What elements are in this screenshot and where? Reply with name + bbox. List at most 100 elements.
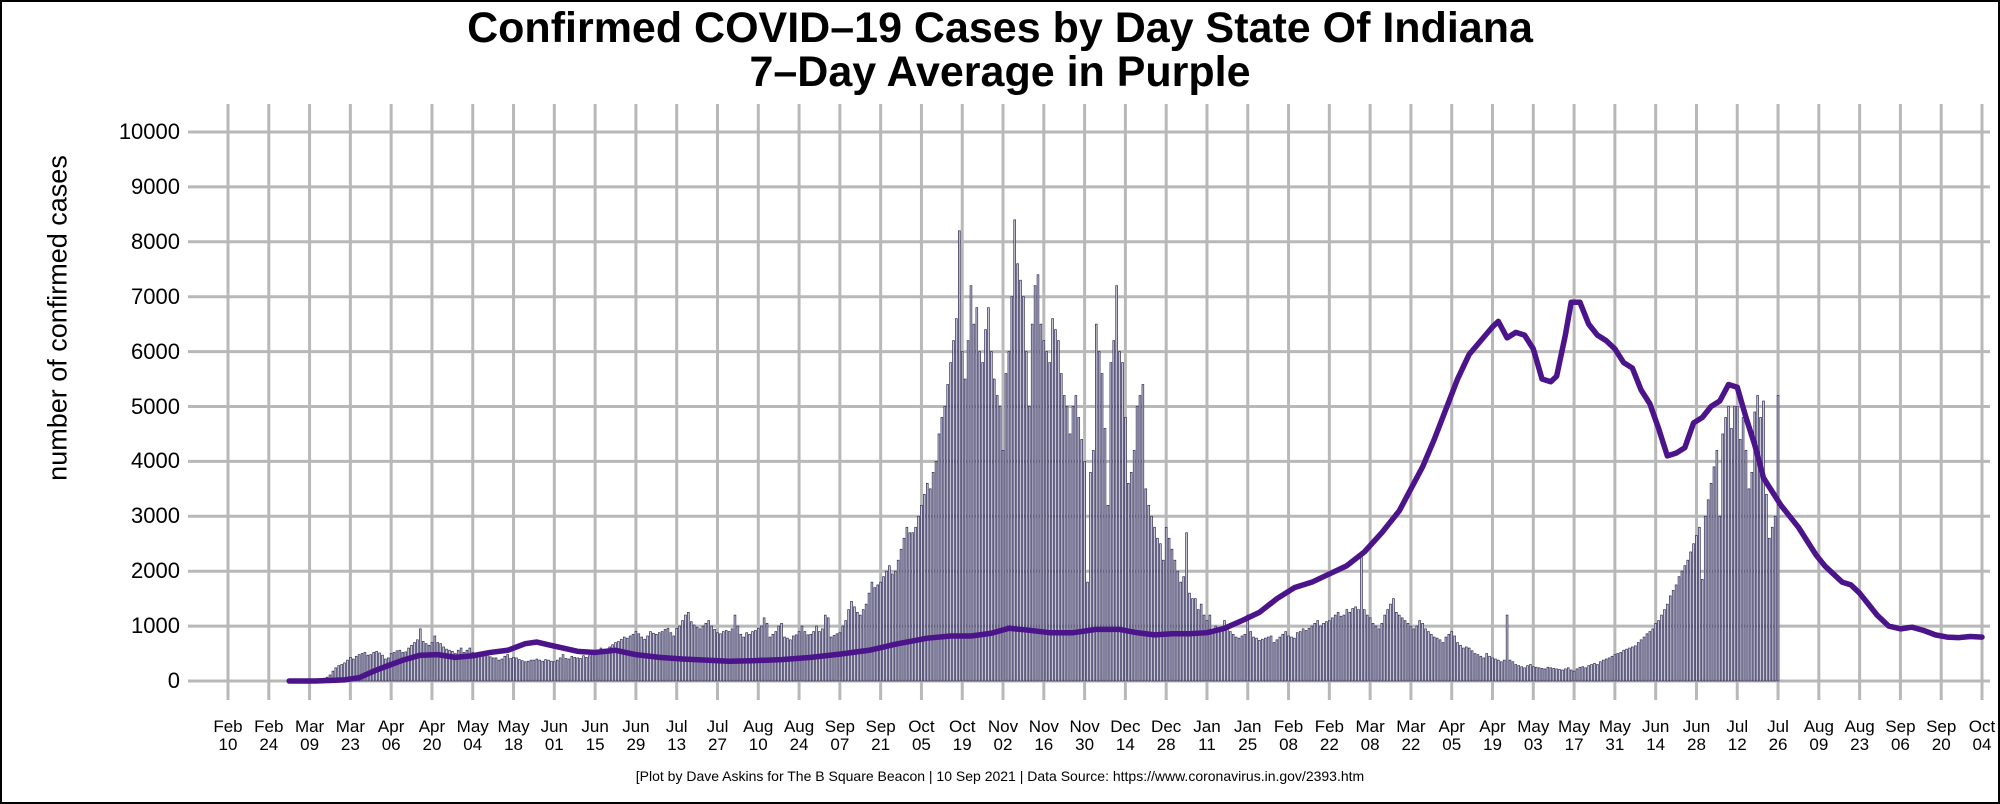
x-tick-day: 22 (1401, 735, 1421, 754)
daily-case-bar (454, 653, 457, 682)
x-tick-label: Sep 20 (1911, 718, 1971, 754)
daily-case-bar (1430, 633, 1433, 682)
x-tick-label: Dec 28 (1136, 718, 1196, 754)
daily-case-bar (1027, 406, 1031, 682)
daily-case-bar (1770, 526, 1774, 682)
daily-case-bar (1196, 609, 1200, 682)
x-tick-label: Mar 09 (280, 718, 340, 754)
daily-case-bar (1572, 670, 1576, 682)
daily-case-bar (360, 653, 364, 682)
daily-case-bar (1511, 661, 1515, 682)
daily-case-bar (1750, 472, 1754, 682)
daily-case-bar (853, 606, 856, 682)
daily-case-bar (1226, 625, 1229, 682)
daily-case-bar (593, 653, 597, 682)
daily-case-bar (561, 654, 565, 682)
y-tick-label: 10000 (118, 119, 180, 144)
x-tick-day: 21 (871, 735, 891, 754)
daily-case-bar (497, 659, 501, 682)
daily-case-bar (972, 323, 976, 682)
daily-case-bar (1380, 623, 1384, 682)
x-tick-month: Apr (377, 717, 405, 736)
daily-case-bar (1730, 428, 1733, 682)
daily-case-bar (888, 565, 891, 682)
daily-case-bar (695, 626, 699, 682)
daily-case-bar (1033, 285, 1037, 682)
daily-case-bar (1520, 666, 1523, 682)
daily-case-bar (800, 625, 804, 682)
daily-case-bar (1336, 612, 1340, 682)
daily-case-bar (1156, 537, 1159, 682)
daily-case-bar (1342, 614, 1346, 682)
daily-case-bar (602, 650, 606, 682)
daily-case-bar (1453, 635, 1456, 682)
daily-case-bar (451, 650, 454, 682)
daily-case-bar (1470, 650, 1474, 682)
x-tick-label: Apr 05 (1422, 718, 1482, 754)
daily-case-bar (1062, 395, 1066, 682)
daily-case-bar (1753, 411, 1756, 682)
daily-case-bar (1325, 621, 1328, 682)
daily-case-bar (858, 614, 862, 682)
daily-case-bar (1092, 450, 1095, 682)
daily-case-bar (1534, 666, 1538, 682)
daily-case-bar (1074, 395, 1078, 682)
x-tick-month: Oct (1968, 717, 1996, 736)
daily-case-bar (1447, 633, 1451, 682)
daily-case-bar (1680, 570, 1684, 682)
y-tick-label: 6000 (131, 338, 180, 364)
daily-case-bar (1261, 638, 1264, 682)
daily-case-bar (1692, 543, 1695, 682)
daily-case-bar (1502, 659, 1506, 682)
x-tick-month: Jun (540, 717, 569, 736)
daily-case-bar (643, 638, 646, 682)
daily-case-bar (1575, 668, 1579, 682)
x-tick-day: 20 (1931, 735, 1951, 754)
daily-case-bar (713, 629, 716, 682)
daily-case-bar (1194, 598, 1197, 682)
x-tick-label: Jun 15 (565, 718, 625, 754)
daily-case-bar (625, 637, 629, 682)
x-tick-month: Jul (665, 717, 688, 736)
daily-case-bar (1733, 406, 1736, 682)
daily-case-bar (526, 660, 530, 682)
daily-case-bar (1083, 461, 1086, 682)
x-tick-label: Jun 29 (606, 718, 666, 754)
daily-case-bar (1762, 400, 1765, 682)
daily-case-bar (765, 623, 769, 682)
daily-case-bar (716, 632, 719, 682)
daily-case-bar (404, 651, 407, 682)
x-tick-month: Sep (1926, 717, 1957, 736)
x-tick-label: Nov 02 (973, 718, 1033, 754)
x-tick-label: Mar 22 (1381, 718, 1441, 754)
daily-case-bar (899, 548, 903, 682)
daily-case-bar (1322, 623, 1325, 682)
daily-case-bar (1549, 667, 1553, 682)
daily-case-bar (1613, 654, 1617, 682)
daily-case-bar (1450, 631, 1453, 682)
daily-case-bar (1724, 417, 1727, 682)
daily-case-bar (617, 641, 620, 682)
daily-case-bar (442, 646, 445, 682)
daily-case-bar (590, 652, 594, 682)
x-tick-month: Feb (213, 717, 243, 736)
daily-case-bar (1768, 537, 1771, 682)
x-tick-day: 28 (1156, 735, 1176, 754)
daily-case-bar (926, 483, 929, 682)
daily-case-bar (940, 417, 944, 682)
daily-case-bar (550, 660, 553, 682)
daily-case-bar (687, 612, 690, 682)
daily-case-bar (1141, 384, 1145, 682)
daily-case-bar (1476, 654, 1480, 682)
daily-case-bar (876, 584, 879, 682)
daily-case-bar (1293, 637, 1296, 682)
daily-case-bar (1715, 450, 1719, 682)
daily-case-bar (739, 633, 743, 682)
daily-case-bar (1068, 433, 1072, 682)
daily-case-bar (1266, 636, 1270, 682)
daily-case-bar (908, 532, 912, 682)
x-tick-day: 26 (1768, 735, 1788, 754)
daily-case-bar (407, 647, 410, 682)
daily-case-bar (1290, 636, 1293, 682)
